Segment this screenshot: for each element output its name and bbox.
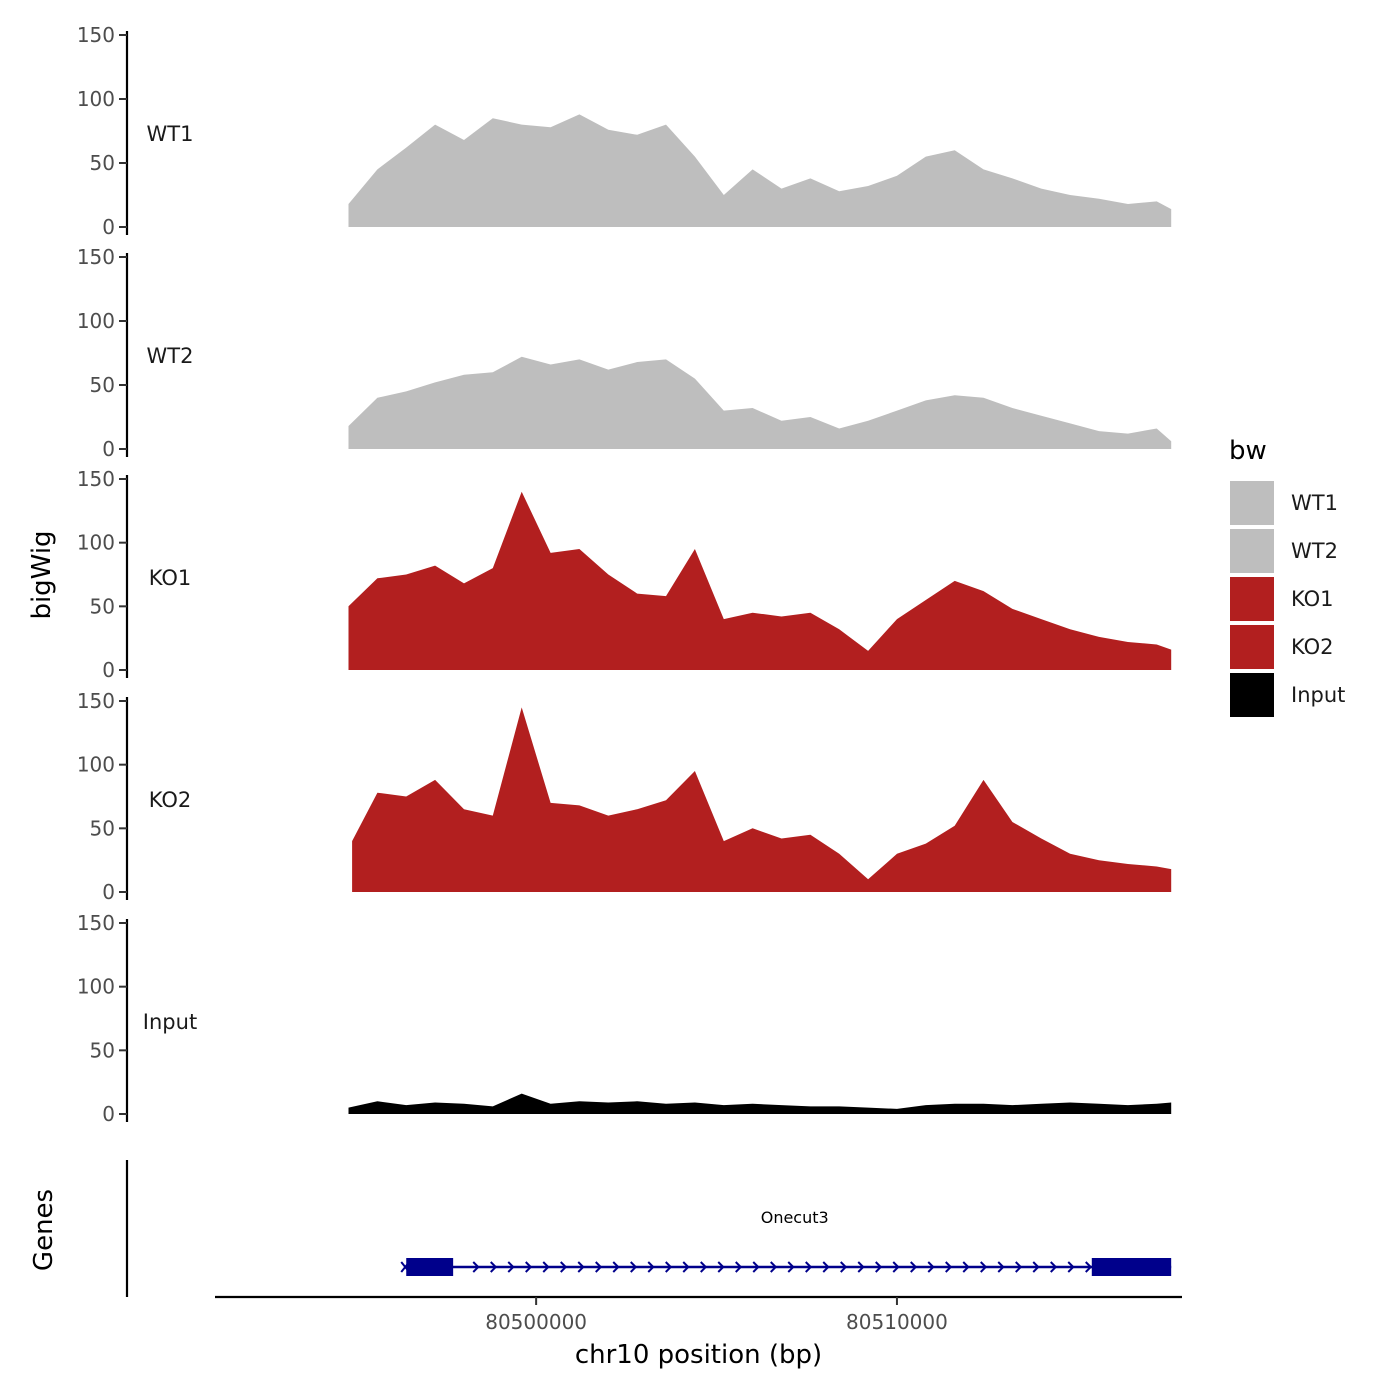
y-tick-label-100: 100 [77, 531, 115, 555]
legend-swatch-input [1228, 671, 1276, 719]
strand-arrow [560, 1261, 568, 1273]
strand-arrow [525, 1261, 533, 1273]
strand-arrow [1050, 1261, 1058, 1273]
strand-arrow [875, 1261, 883, 1273]
strand-arrow [752, 1261, 760, 1273]
strand-arrow [612, 1261, 620, 1273]
gene-track: Genes Onecut3 [29, 1160, 1182, 1299]
strand-arrow [595, 1261, 603, 1273]
legend: bw WT1 WT2 KO1 KO2 Input [1228, 436, 1345, 719]
y-tick-label-100: 100 [77, 309, 115, 333]
strand-arrow [1032, 1261, 1040, 1273]
strand-arrow [962, 1261, 970, 1273]
strand-arrow [507, 1261, 515, 1273]
gene-label: Onecut3 [761, 1208, 829, 1227]
y-tick-label-50: 50 [90, 151, 115, 175]
y-axis-title: bigWig [27, 530, 57, 619]
strand-arrow [1085, 1261, 1093, 1273]
track-wt2: 0 50 100 150 WT2 [77, 245, 1172, 461]
strand-arrow [735, 1261, 743, 1273]
strand-arrow [805, 1261, 813, 1273]
legend-label-wt2: WT2 [1291, 539, 1338, 563]
strand-arrow [822, 1261, 830, 1273]
strand-arrow [665, 1261, 673, 1273]
strand-arrow [647, 1261, 655, 1273]
track-label-ko2: KO2 [149, 788, 192, 812]
area-input [348, 1093, 1172, 1114]
y-tick-label-50: 50 [90, 594, 115, 618]
strand-arrow [682, 1261, 690, 1273]
strand-arrow [980, 1261, 988, 1273]
y-tick-label-150: 150 [77, 689, 115, 713]
y-tick-label-100: 100 [77, 975, 115, 999]
legend-title: bw [1229, 436, 1267, 466]
x-axis-title: chr10 position (bp) [575, 1340, 822, 1370]
track-label-ko1: KO1 [149, 566, 192, 590]
strand-arrow [542, 1261, 550, 1273]
track-label-wt1: WT1 [147, 122, 194, 146]
gene-onecut3: Onecut3 [400, 1208, 1172, 1276]
x-tick-label-80510000: 80510000 [846, 1310, 948, 1334]
strand-arrow [472, 1261, 480, 1273]
track-ko2: 0 50 100 150 KO2 [77, 689, 1172, 904]
strand-arrow [840, 1261, 848, 1273]
strand-arrow [630, 1261, 638, 1273]
y-tick-label-150: 150 [77, 467, 115, 491]
y-tick-label-150: 150 [77, 23, 115, 47]
track-label-input: Input [143, 1010, 197, 1034]
y-tick-label-50: 50 [90, 1038, 115, 1062]
track-label-wt2: WT2 [147, 344, 194, 368]
y-tick-label-0: 0 [102, 1102, 115, 1126]
strand-arrow [700, 1261, 708, 1273]
strand-arrow [577, 1261, 585, 1273]
legend-label-ko1: KO1 [1291, 587, 1334, 611]
exon-1 [406, 1258, 454, 1276]
y-tick-label-50: 50 [90, 816, 115, 840]
genes-axis-title: Genes [29, 1189, 59, 1271]
area-ko2 [352, 707, 1172, 892]
strand-arrow [927, 1261, 935, 1273]
strand-arrow [770, 1261, 778, 1273]
y-tick-label-100: 100 [77, 87, 115, 111]
legend-swatch-wt2 [1228, 527, 1276, 575]
strand-arrow [892, 1261, 900, 1273]
y-tick-label-100: 100 [77, 753, 115, 777]
x-axis: chr10 position (bp) 80500000 80510000 [485, 1297, 948, 1370]
y-tick-label-150: 150 [77, 911, 115, 935]
legend-label-wt1: WT1 [1291, 491, 1338, 515]
area-wt2 [348, 356, 1172, 449]
strand-arrow [857, 1261, 865, 1273]
legend-swatch-ko1 [1228, 575, 1276, 623]
strand-arrow [787, 1261, 795, 1273]
y-tick-label-0: 0 [102, 880, 115, 904]
strand-arrow [490, 1261, 498, 1273]
legend-label-input: Input [1291, 683, 1345, 707]
y-tick-label-0: 0 [102, 437, 115, 461]
strand-arrow [1015, 1261, 1023, 1273]
y-tick-label-0: 0 [102, 215, 115, 239]
track-wt1: 0 50 100 150 WT1 [77, 23, 1172, 239]
y-tick-label-50: 50 [90, 373, 115, 397]
y-tick-label-150: 150 [77, 245, 115, 269]
strand-arrow [945, 1261, 953, 1273]
legend-swatch-wt1 [1228, 479, 1276, 527]
strand-arrow [1067, 1261, 1075, 1273]
strand-arrow [717, 1261, 725, 1273]
strand-arrow [910, 1261, 918, 1273]
x-tick-label-80500000: 80500000 [485, 1310, 587, 1334]
coverage-tracks: 0 50 100 150 WT1 0 50 100 150 WT2 0 50 100 150 KO1 0 50 1… [77, 23, 1172, 1126]
area-ko1 [348, 491, 1172, 670]
legend-label-ko2: KO2 [1291, 635, 1334, 659]
track-input: 0 50 100 150 Input [77, 911, 1172, 1126]
exon-2 [1091, 1258, 1172, 1276]
strand-arrow [997, 1261, 1005, 1273]
track-ko1: 0 50 100 150 KO1 [77, 467, 1172, 682]
area-wt1 [348, 114, 1172, 227]
legend-swatch-ko2 [1228, 623, 1276, 671]
y-tick-label-0: 0 [102, 658, 115, 682]
